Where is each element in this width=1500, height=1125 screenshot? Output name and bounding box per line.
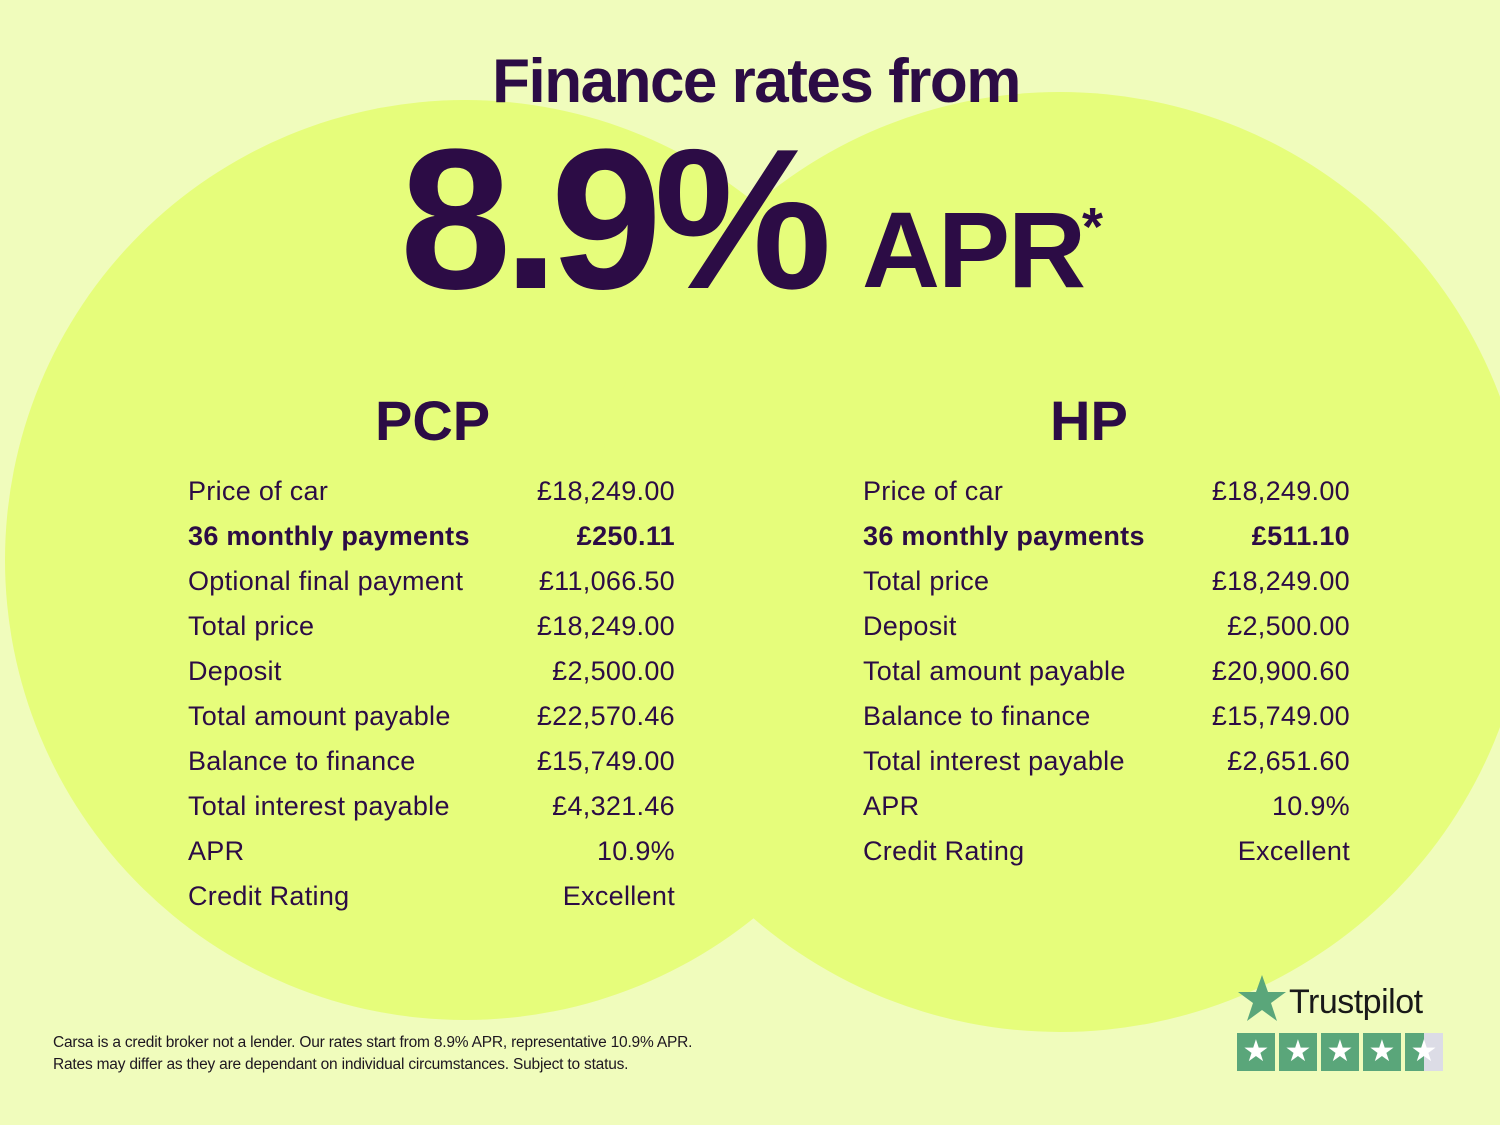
table-row: 36 monthly payments £511.10	[863, 517, 1350, 562]
table-row: Optional final payment £11,066.50	[188, 562, 675, 607]
table-row: Total amount payable £20,900.60	[863, 652, 1350, 697]
row-value: £20,900.60	[1211, 656, 1350, 686]
row-value: £15,749.00	[536, 746, 675, 776]
page-title: Finance rates from	[492, 47, 1021, 116]
row-value: £11,066.50	[538, 566, 675, 596]
trustpilot-rating: ★ ★ ★ ★ ★	[1237, 1033, 1443, 1071]
row-label: Credit Rating	[863, 836, 1025, 866]
table-row: Credit Rating Excellent	[188, 877, 675, 922]
star-icon: ★	[1363, 1033, 1401, 1071]
asterisk: *	[1082, 197, 1104, 257]
row-label: Total interest payable	[863, 746, 1125, 776]
row-label: Deposit	[188, 656, 282, 686]
pcp-heading: PCP	[375, 389, 491, 452]
row-label: APR	[188, 836, 245, 866]
row-value: £2,500.00	[1227, 611, 1350, 641]
row-value: £22,570.46	[536, 701, 675, 731]
star-icon: ★	[1405, 1033, 1443, 1071]
row-value: £18,249.00	[536, 476, 675, 506]
row-label: Total interest payable	[188, 791, 450, 821]
row-value: £2,500.00	[552, 656, 675, 686]
row-label: Total amount payable	[188, 701, 451, 731]
row-value: £511.10	[1251, 521, 1350, 551]
table-row: 36 monthly payments £250.11	[188, 517, 675, 562]
row-label: Total price	[863, 566, 990, 596]
trustpilot-name: Trustpilot	[1289, 983, 1423, 1021]
row-label: Price of car	[863, 476, 1004, 506]
row-label: Balance to finance	[188, 746, 416, 776]
table-row: Total interest payable £2,651.60	[863, 742, 1350, 787]
row-label: Total amount payable	[863, 656, 1126, 686]
row-label: 36 monthly payments	[188, 521, 470, 551]
row-value: £18,249.00	[1211, 476, 1350, 506]
row-label: Price of car	[188, 476, 329, 506]
disclaimer-line: Carsa is a credit broker not a lender. O…	[53, 1034, 693, 1051]
disclaimer-line: Rates may differ as they are dependant o…	[53, 1056, 629, 1073]
pcp-table: Price of car £18,249.00 36 monthly payment…	[188, 472, 675, 922]
table-row: APR 10.9%	[188, 832, 675, 877]
row-label: 36 monthly payments	[863, 521, 1145, 551]
table-row: Price of car £18,249.00	[863, 472, 1350, 517]
hp-table: Price of car £18,249.00 36 monthly payment…	[863, 472, 1350, 877]
table-row: Deposit £2,500.00	[863, 607, 1350, 652]
table-row: Price of car £18,249.00	[188, 472, 675, 517]
star-icon: ★	[1237, 1033, 1275, 1071]
star-icon: ★	[1279, 1033, 1317, 1071]
row-label: APR	[863, 791, 920, 821]
row-value: 10.9%	[596, 836, 675, 866]
row-label: Credit Rating	[188, 881, 350, 911]
disclaimer: Carsa is a credit broker not a lender. O…	[53, 1032, 692, 1076]
rate-value: 8.9%	[400, 108, 832, 331]
table-row: Credit Rating Excellent	[863, 832, 1350, 877]
row-value: £250.11	[576, 521, 675, 551]
row-value: £18,249.00	[1211, 566, 1350, 596]
table-row: APR 10.9%	[863, 787, 1350, 832]
row-value: Excellent	[562, 881, 675, 911]
trustpilot-star-icon	[1238, 975, 1286, 1021]
table-row: Total price £18,249.00	[863, 562, 1350, 607]
row-value: 10.9%	[1271, 791, 1350, 821]
hp-heading: HP	[1050, 389, 1128, 452]
table-row: Deposit £2,500.00	[188, 652, 675, 697]
table-row: Balance to finance £15,749.00	[863, 697, 1350, 742]
background-circle-right	[590, 92, 1500, 1032]
table-row: Balance to finance £15,749.00	[188, 742, 675, 787]
apr-label: APR	[862, 189, 1086, 310]
star-icon: ★	[1321, 1033, 1359, 1071]
table-row: Total interest payable £4,321.46	[188, 787, 675, 832]
row-value: £18,249.00	[536, 611, 675, 641]
row-value: Excellent	[1237, 836, 1350, 866]
row-label: Total price	[188, 611, 315, 641]
row-value: £15,749.00	[1211, 701, 1350, 731]
table-row: Total amount payable £22,570.46	[188, 697, 675, 742]
row-label: Deposit	[863, 611, 957, 641]
row-value: £2,651.60	[1227, 746, 1350, 776]
row-label: Balance to finance	[863, 701, 1091, 731]
row-label: Optional final payment	[188, 566, 464, 596]
row-value: £4,321.46	[552, 791, 675, 821]
table-row: Total price £18,249.00	[188, 607, 675, 652]
